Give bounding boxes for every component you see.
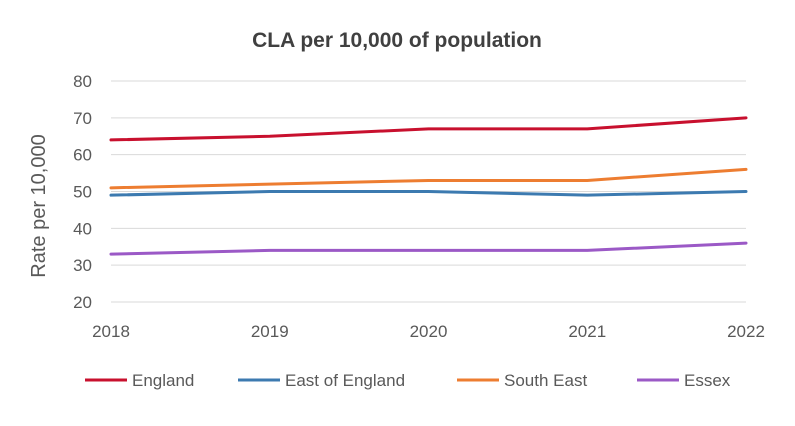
y-tick-label: 20	[73, 293, 92, 312]
series-lines	[109, 116, 748, 256]
series-line-england	[109, 116, 748, 142]
y-tick-label: 80	[73, 72, 92, 91]
legend-label-east-of-england: East of England	[285, 371, 405, 390]
legend-label-essex: Essex	[684, 371, 731, 390]
y-tick-label: 50	[73, 183, 92, 202]
x-tick-label: 2020	[410, 322, 448, 341]
y-tick-label: 40	[73, 219, 92, 238]
y-axis-label: Rate per 10,000	[28, 134, 50, 277]
y-tick-labels: 20 30 40 50 60 70 80	[73, 72, 92, 312]
series-line-essex	[109, 241, 748, 256]
x-tick-label: 2019	[251, 322, 289, 341]
y-tick-label: 70	[73, 109, 92, 128]
legend-label-south-east: South East	[504, 371, 587, 390]
series-line-east-of-england	[109, 190, 748, 197]
chart-title: CLA per 10,000 of population	[252, 29, 542, 52]
series-line-south-east	[109, 167, 748, 190]
y-tick-label: 60	[73, 146, 92, 165]
x-tick-label: 2022	[727, 322, 765, 341]
x-tick-labels: 2018 2019 2020 2021 2022	[92, 322, 765, 341]
x-tick-label: 2021	[568, 322, 606, 341]
legend: England East of England South East Essex	[85, 371, 731, 390]
x-tick-label: 2018	[92, 322, 130, 341]
legend-label-england: England	[132, 371, 194, 390]
y-tick-label: 30	[73, 256, 92, 275]
